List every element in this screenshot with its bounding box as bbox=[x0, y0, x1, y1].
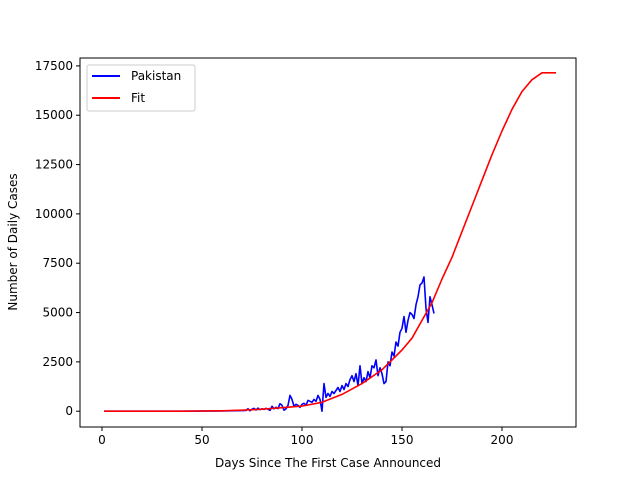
x-tick-label: 50 bbox=[194, 433, 209, 447]
x-axis: 0 50 100 150 200 bbox=[98, 427, 513, 447]
legend-label-fit: Fit bbox=[131, 91, 145, 105]
y-tick-label: 7500 bbox=[42, 256, 73, 270]
x-tick-label: 0 bbox=[98, 433, 106, 447]
x-tick-label: 200 bbox=[491, 433, 514, 447]
plot-area bbox=[79, 57, 577, 428]
y-axis-label: Number of Daily Cases bbox=[6, 173, 20, 310]
y-axis: 0 2500 5000 7500 10000 12500 15000 17500 bbox=[35, 59, 80, 418]
y-tick-label: 10000 bbox=[35, 207, 73, 221]
series-layer bbox=[104, 72, 556, 413]
x-tick-label: 150 bbox=[391, 433, 414, 447]
y-tick-label: 12500 bbox=[35, 158, 73, 172]
legend-label-pakistan: Pakistan bbox=[131, 69, 181, 83]
y-tick-label: 0 bbox=[65, 404, 73, 418]
y-tick-label: 15000 bbox=[35, 108, 73, 122]
y-tick-label: 5000 bbox=[42, 306, 73, 320]
series-line-fit bbox=[104, 72, 556, 413]
x-tick-label: 100 bbox=[291, 433, 314, 447]
x-axis-label: Days Since The First Case Announced bbox=[215, 456, 441, 470]
axes-frame bbox=[79, 57, 577, 428]
y-tick-label: 2500 bbox=[42, 355, 73, 369]
legend: Pakistan Fit bbox=[86, 64, 196, 112]
y-tick-label: 17500 bbox=[35, 59, 73, 73]
